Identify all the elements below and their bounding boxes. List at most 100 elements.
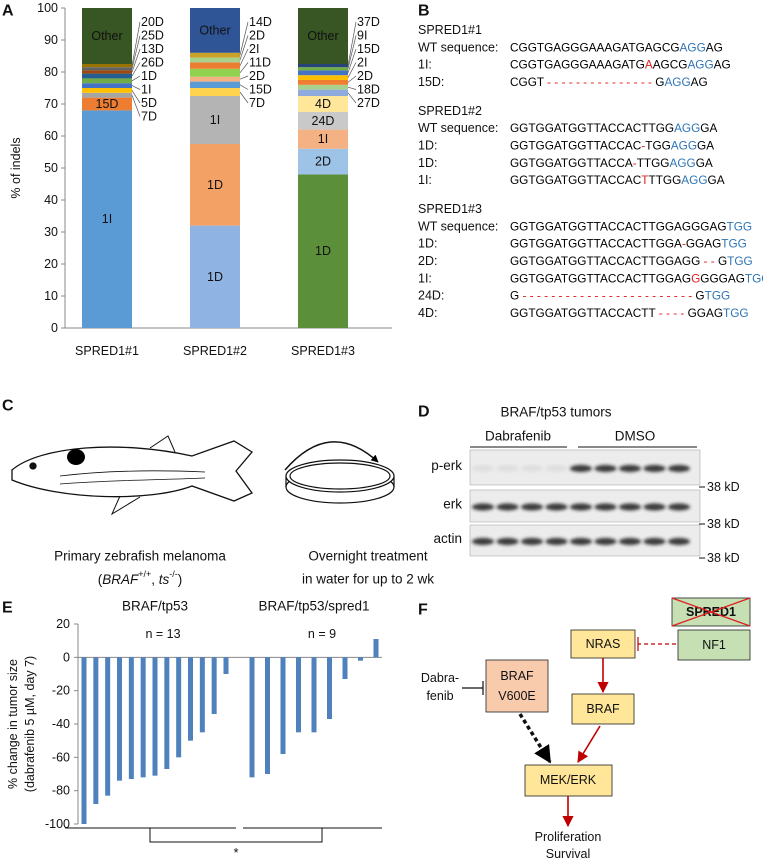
bar [164, 657, 170, 769]
leader-line [131, 95, 141, 117]
segment-label: Other [307, 29, 338, 43]
segment-label: 2D [249, 29, 265, 43]
panel-label: C [2, 398, 14, 415]
segment-label: 9I [357, 29, 367, 43]
band [496, 503, 519, 511]
bar-segment [298, 174, 348, 328]
leader-line [347, 75, 357, 83]
sequence-part: - - - - - - - - - - - - - - - [544, 75, 655, 89]
sequence-part: GGAG [686, 237, 721, 251]
bar-segment [82, 8, 132, 64]
bar-segment [82, 83, 132, 88]
bar-segment [82, 97, 132, 111]
segment-label: 7D [141, 110, 157, 124]
sequence-part: TTGG [637, 156, 670, 170]
bar-segment [298, 129, 348, 149]
node-box [571, 693, 635, 725]
segment-label: Other [199, 23, 230, 37]
arrow [577, 725, 601, 763]
size-marker: 38 kD [707, 551, 740, 565]
segment-label: 15D [249, 83, 272, 97]
y-axis-label: (dabrafenib 5 µM, day 7) [23, 656, 37, 792]
segment-label: 25D [141, 29, 164, 43]
segment-label: 15D [357, 42, 380, 56]
bar-segment [298, 96, 348, 112]
sequence-part: GA [708, 173, 725, 187]
segment-label: 2D [249, 69, 265, 83]
band [594, 537, 617, 546]
sequence: G - - - - - - - - - - - - - - - - - - - … [510, 289, 730, 303]
segment-label: 24D [312, 114, 335, 128]
sequence-part: G [655, 75, 664, 89]
sequence-part: G [718, 254, 727, 268]
segment-label: 2I [357, 56, 367, 70]
sequence-part: G [691, 271, 700, 285]
sequence: GGTGGATGGTTACCACTTGGAGGGA [510, 121, 717, 135]
bar-segment [298, 112, 348, 130]
sequence-part: GGTGGATGGTTACCA [510, 156, 633, 170]
sequence-part: AGG [671, 139, 697, 153]
leader-line [347, 86, 357, 90]
x-tick-label: SPRED1#1 [75, 344, 139, 358]
bar-segment [190, 144, 240, 226]
panel-label: F [418, 602, 428, 619]
bar [105, 657, 111, 796]
genotype-part: +/+ [138, 569, 151, 579]
leader-line [347, 62, 357, 78]
bar [188, 657, 193, 741]
bar-segment [190, 225, 240, 328]
band [619, 537, 641, 546]
bar-segment [298, 67, 348, 71]
node-label: V600E [498, 689, 536, 703]
drug-label: fenib [426, 689, 453, 703]
schematic-caption: Overnight treatment [308, 549, 428, 564]
dish-drawing [285, 459, 395, 504]
sequence-part: AG [706, 40, 723, 54]
band [594, 503, 617, 511]
band [668, 537, 690, 546]
band [496, 464, 519, 473]
segment-label: 15D [96, 97, 119, 111]
bar-segment [298, 148, 348, 175]
segment-label: 14D [249, 15, 272, 29]
band [472, 464, 494, 473]
sequence-part: TGG [645, 139, 671, 153]
bar [81, 657, 87, 824]
sequence-part: T [641, 173, 648, 187]
segment-label: 27D [357, 96, 380, 110]
y-tick-label: 0 [51, 321, 58, 335]
cross [671, 597, 751, 627]
leader-line [131, 85, 141, 90]
bar-segment [190, 88, 240, 96]
bar-segment [82, 110, 132, 329]
leader-line [239, 62, 249, 74]
genotype-part: , [151, 572, 159, 587]
segment-label: 1D [141, 69, 157, 83]
sequence-part: GA [697, 139, 714, 153]
group-label: BRAF/tp53/spred1 [258, 599, 369, 614]
sequence-part: AG [714, 58, 731, 72]
y-tick-label: -60 [52, 750, 70, 764]
segment-label: 1I [141, 83, 151, 97]
y-tick-label: 50 [44, 161, 58, 175]
sequence-title: SPRED1#1 [418, 23, 482, 37]
leader-line [239, 75, 249, 80]
size-marker: 38 kD [707, 517, 740, 531]
sequence-part: AGG [664, 75, 690, 89]
band [643, 537, 666, 546]
sequence-part: GGAG [688, 306, 723, 320]
bar-segment [82, 73, 132, 79]
sequence: GGTGGATGGTTACCACTTTGGAGGGA [510, 173, 725, 187]
bar-segment [82, 88, 132, 93]
leader-line [347, 35, 357, 69]
sequence-part: CGGTGAGGGAAAGATG [510, 58, 645, 72]
bar-segment [298, 84, 348, 90]
sequence-label: 1D: [418, 139, 437, 153]
sequence-part: TGG [745, 271, 763, 285]
sequence-label: 4D: [418, 306, 437, 320]
leader-line [239, 35, 249, 61]
bar-segment [298, 89, 348, 96]
bar-segment [298, 70, 348, 76]
segment-label: 1I [318, 132, 328, 146]
group-n: n = 13 [145, 627, 180, 641]
